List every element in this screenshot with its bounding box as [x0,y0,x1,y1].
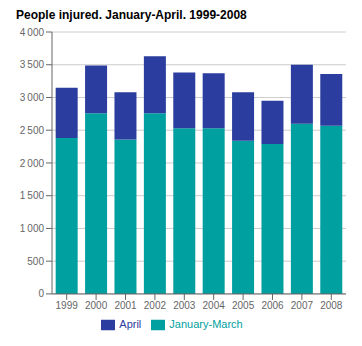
html-text:January-March: January-March [169,317,243,330]
svg-text:2002: 2002 [144,300,167,311]
svg-text:1 500: 1 500 [20,190,45,201]
svg-text:2001: 2001 [114,300,137,311]
html-text:People injured. January-April.: People injured. January-April. 1999-2008 [16,8,247,22]
svg-text:2006: 2006 [261,300,284,311]
svg-text:2 500: 2 500 [20,125,45,136]
svg-text:2000: 2000 [85,300,108,311]
svg-text:3 000: 3 000 [20,92,45,103]
svg-text:2008: 2008 [320,300,343,311]
svg-text:2 000: 2 000 [20,158,45,169]
svg-text:0: 0 [38,288,44,299]
svg-text:2005: 2005 [232,300,255,311]
svg-text:1999: 1999 [56,300,79,311]
svg-text:3 500: 3 500 [20,59,45,70]
svg-text:500: 500 [27,256,44,267]
svg-text:2003: 2003 [173,300,196,311]
svg-text:1 000: 1 000 [20,223,45,234]
svg-text:2004: 2004 [203,300,226,311]
svg-text:4 000: 4 000 [20,27,45,38]
svg-text:2007: 2007 [291,300,314,311]
html-text:April: April [119,317,142,330]
